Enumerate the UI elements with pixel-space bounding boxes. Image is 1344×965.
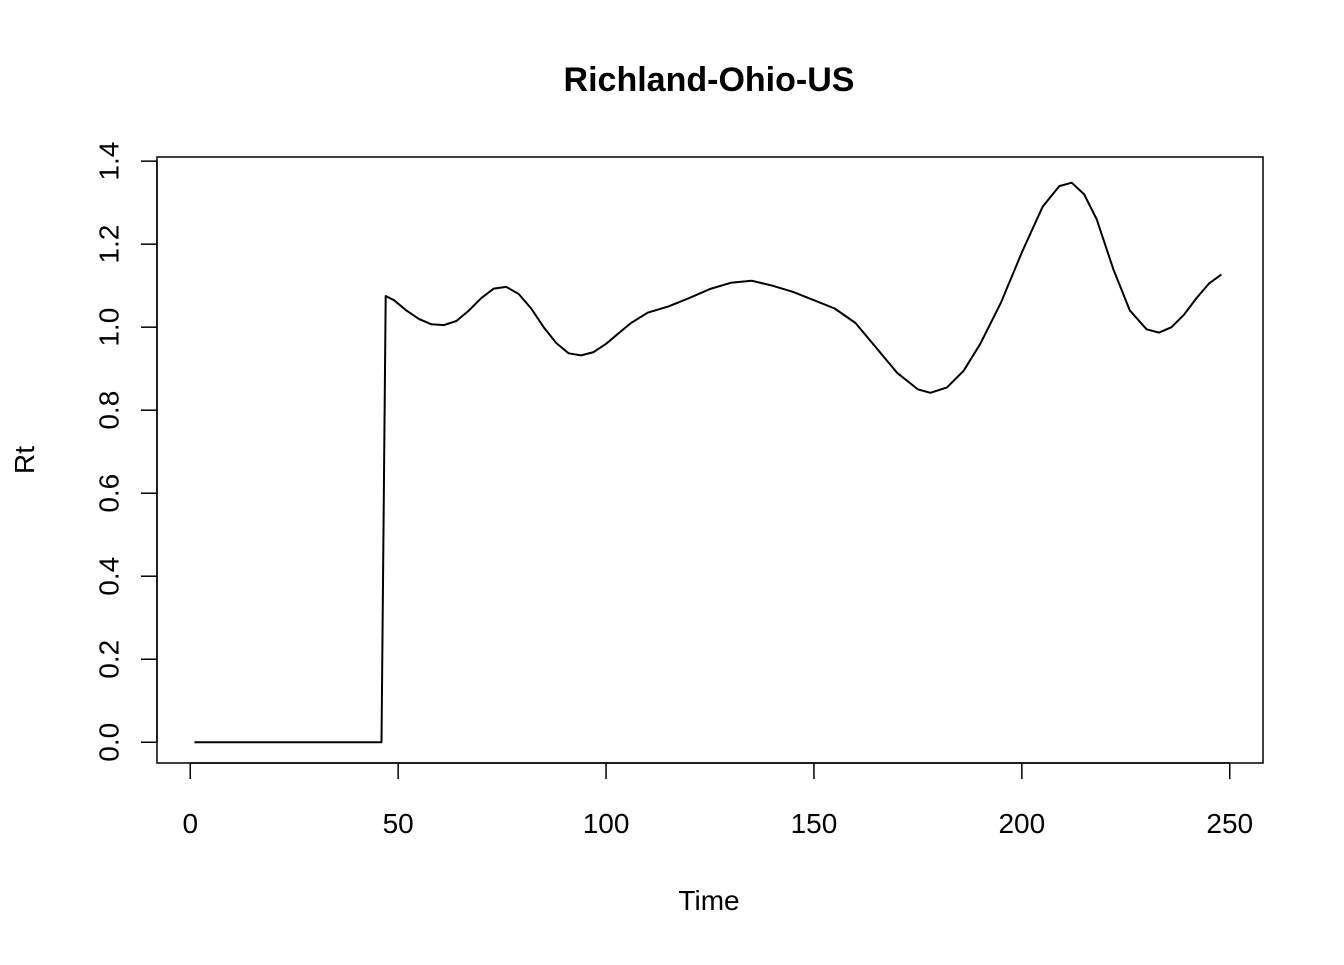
y-tick-label: 0.4 [93,557,124,596]
x-tick-label: 250 [1206,808,1253,839]
y-tick-label: 1.0 [93,308,124,347]
x-tick-label: 0 [182,808,198,839]
plot-frame [156,156,1264,764]
x-tick-label: 50 [383,808,414,839]
y-tick-label: 0.2 [93,640,124,679]
series-line [194,181,1222,744]
x-tick-label: 200 [998,808,1045,839]
y-axis-label: Rt [9,446,40,474]
x-tick-label: 150 [791,808,838,839]
y-tick-label: 0.8 [93,391,124,430]
x-tick-label: 100 [583,808,630,839]
y-tick-label: 0.6 [93,474,124,513]
y-axis: 0.0 0.2 0.4 0.6 0.8 1.0 1.2 1.4 [93,142,158,762]
x-axis: 0 50 100 150 200 250 [182,762,1253,839]
y-tick-label: 0.0 [93,723,124,762]
chart-title: Richland-Ohio-US [564,61,855,99]
y-tick-label: 1.4 [93,142,124,181]
x-axis-label: Time [678,885,739,916]
y-tick-label: 1.2 [93,225,124,264]
